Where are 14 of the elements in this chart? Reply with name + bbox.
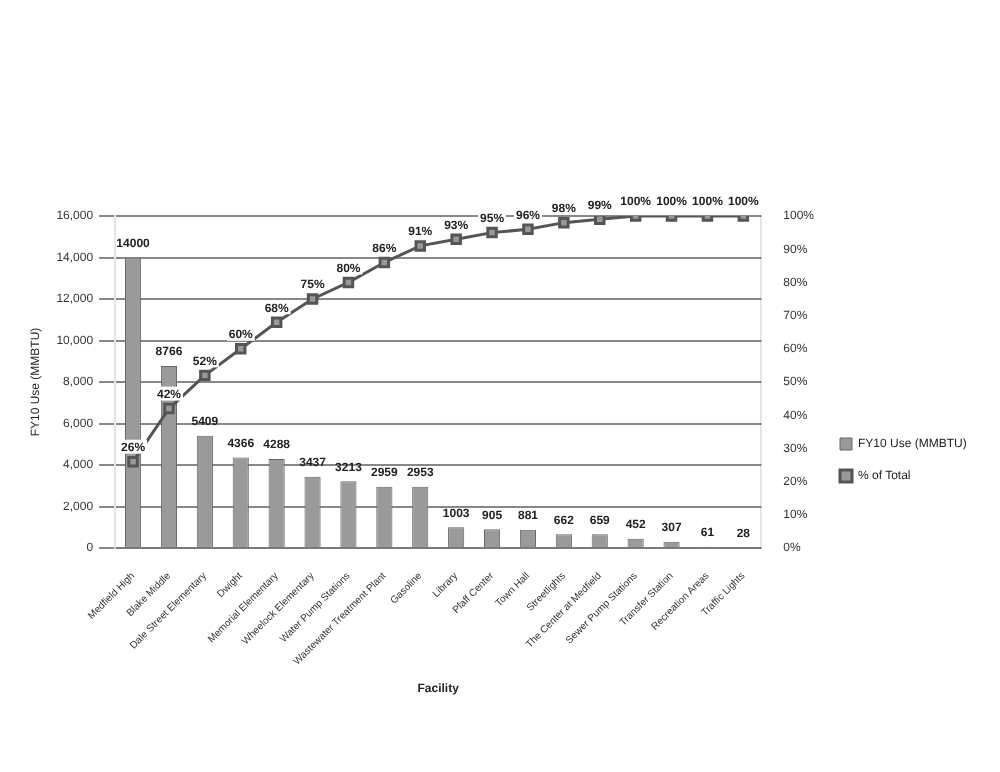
point: [450, 233, 462, 245]
point: [378, 256, 391, 269]
point: [270, 316, 283, 328]
point: [342, 276, 355, 289]
point: [486, 226, 498, 239]
point: [522, 223, 534, 236]
point: [163, 402, 175, 415]
point: [235, 343, 247, 355]
point: [558, 216, 570, 229]
point: [594, 216, 606, 226]
point: [414, 240, 426, 252]
point: [199, 369, 211, 382]
point: [306, 293, 319, 305]
point: [127, 455, 139, 468]
